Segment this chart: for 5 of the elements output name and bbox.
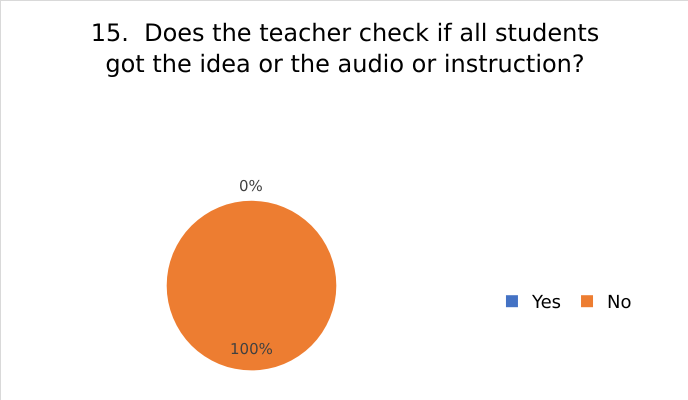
data-label: 100% xyxy=(230,340,273,358)
legend-label: Yes xyxy=(530,292,562,314)
legend-label: No xyxy=(607,292,632,314)
chart-title: 15. Does the teacher check if all students got the idea or the audio or instruction? xyxy=(90,19,600,78)
text: 0% xyxy=(239,177,263,195)
